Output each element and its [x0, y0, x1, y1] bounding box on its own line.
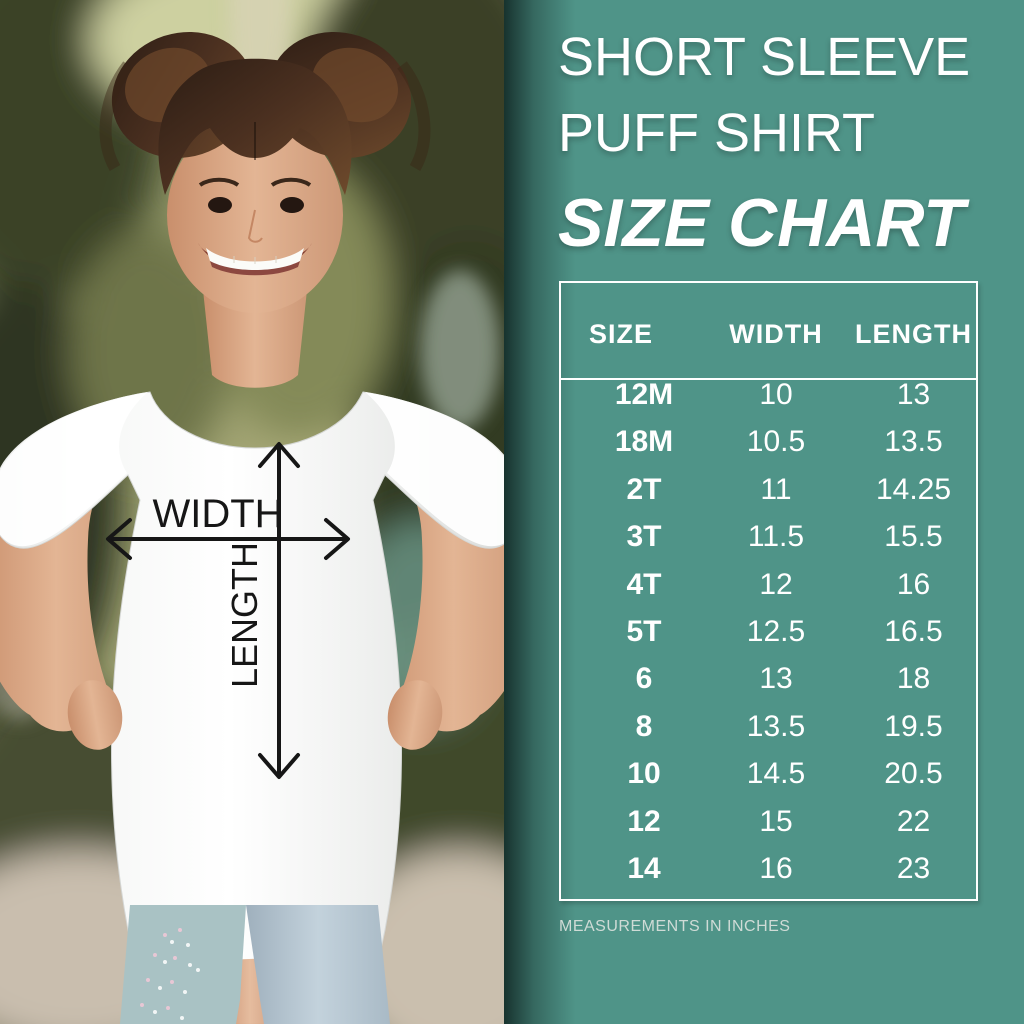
svg-text:LENGTH: LENGTH	[224, 542, 265, 688]
svg-text:WIDTH: WIDTH	[152, 492, 283, 536]
